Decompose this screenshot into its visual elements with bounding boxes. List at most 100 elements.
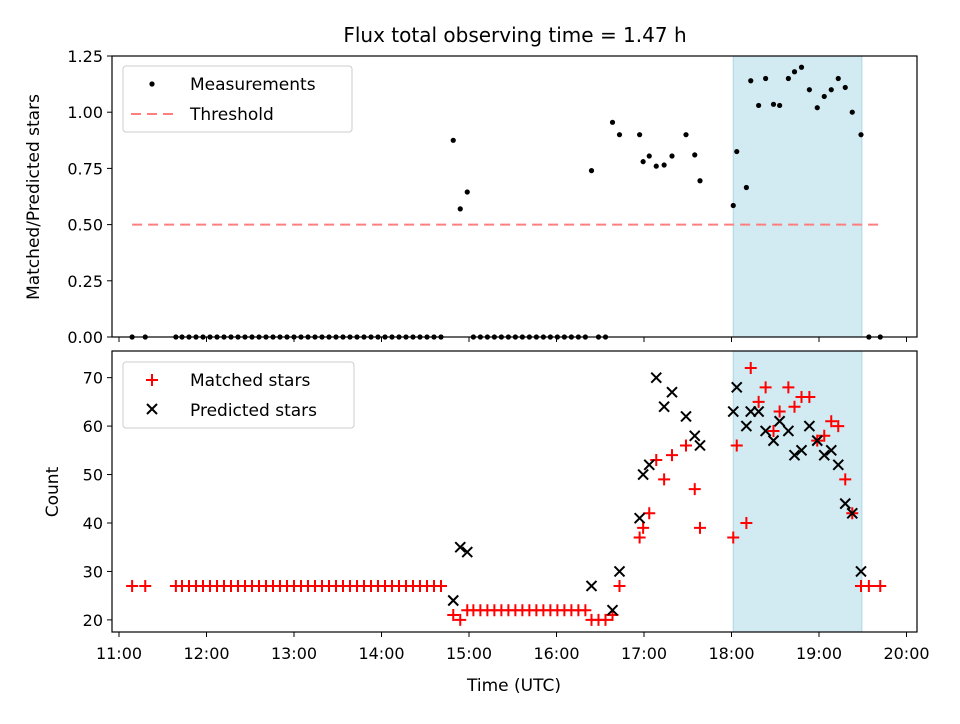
- x-tick-label: 15:00: [446, 644, 492, 663]
- measurement-point: [763, 75, 769, 82]
- x-tick-label: 20:00: [883, 644, 929, 663]
- top-panel: 0.00 0.25 0.50 0.75 1.00 1.25 Matched/Predict…: [24, 47, 918, 347]
- top-shaded-interval: [732, 55, 863, 338]
- matched-star-marker: [874, 579, 887, 592]
- matched-star-marker: [658, 473, 671, 486]
- measurement-point: [653, 163, 659, 169]
- measurement-point: [785, 75, 791, 82]
- y-tick-label: 70: [83, 369, 103, 388]
- matched-star-marker: [650, 454, 663, 467]
- matched-star-marker: [680, 439, 692, 452]
- measurement-point: [588, 168, 595, 174]
- x-axis-label: Time (UTC): [466, 676, 561, 696]
- matched-star-marker: [579, 604, 592, 617]
- measurement-point: [464, 189, 470, 195]
- predicted-star-marker: [447, 594, 459, 607]
- matched-star-marker: [694, 521, 706, 534]
- top-y-ticks: 0.00 0.25 0.50 0.75 1.00 1.25: [67, 47, 112, 347]
- legend-predicted-marker: [146, 403, 158, 415]
- measurement-point: [640, 159, 646, 165]
- predicted-star-marker: [767, 434, 780, 447]
- predicted-markers: [447, 371, 867, 616]
- measurement-point: [637, 132, 643, 138]
- matched-star-marker: [126, 579, 139, 592]
- matched-star-marker: [818, 429, 831, 442]
- predicted-star-marker: [788, 449, 801, 461]
- measurement-point: [849, 109, 855, 115]
- bottom-legend-box: [122, 361, 355, 429]
- matched-star-marker: [139, 579, 152, 592]
- measurement-point: [791, 69, 798, 75]
- y-tick-label: 60: [83, 417, 103, 436]
- measurement-point: [777, 102, 783, 109]
- bottom-legend: Matched stars Predicted stars: [122, 361, 355, 429]
- x-tick-label: 12:00: [183, 644, 229, 663]
- predicted-star-marker: [818, 449, 830, 461]
- predicted-star-marker: [454, 541, 466, 553]
- measurement-point: [756, 102, 762, 109]
- predicted-star-marker: [759, 425, 772, 437]
- legend-measurements-label: Measurements: [190, 75, 316, 95]
- matched-star-marker: [803, 391, 816, 404]
- predicted-star-marker: [633, 512, 646, 524]
- measurement-point: [730, 202, 736, 209]
- measurement-point: [450, 137, 456, 143]
- measurement-point: [683, 132, 689, 138]
- matched-star-marker: [435, 579, 447, 592]
- legend-matched-marker: [146, 374, 158, 386]
- predicted-star-marker: [727, 405, 739, 418]
- x-tick-label: 16:00: [533, 644, 579, 663]
- y-tick-label: 50: [83, 466, 103, 485]
- predicted-star-marker: [585, 580, 598, 592]
- measurement-point: [734, 148, 740, 155]
- top-axes-frame: [111, 55, 918, 338]
- legend-threshold-label: Threshold: [189, 105, 274, 125]
- predicted-star-marker: [855, 565, 867, 578]
- figure-title: Flux total observing time = 1.47 h: [343, 23, 686, 47]
- matched-star-marker: [643, 507, 656, 520]
- predicted-star-marker: [658, 401, 670, 413]
- matched-star-marker: [839, 473, 852, 486]
- predicted-star-marker: [731, 381, 743, 394]
- matched-star-marker: [832, 420, 845, 433]
- matched-star-marker: [599, 613, 612, 626]
- y-tick-label: 1.00: [67, 103, 103, 122]
- predicted-star-marker: [846, 507, 858, 520]
- legend-predicted-label: Predicted stars: [190, 401, 317, 421]
- measurement-point: [835, 75, 841, 82]
- predicted-star-marker: [643, 459, 655, 471]
- x-tick-label: 13:00: [271, 644, 317, 663]
- top-markers: [129, 64, 883, 340]
- measurement-point: [646, 153, 652, 159]
- predicted-star-marker: [803, 420, 816, 432]
- measurement-point: [457, 206, 463, 212]
- matched-star-marker: [773, 405, 786, 418]
- predicted-star-marker: [694, 439, 706, 452]
- matched-star-marker: [730, 439, 743, 452]
- legend-measurement-marker: [149, 81, 155, 87]
- x-tick-label: 19:00: [796, 644, 842, 663]
- measurement-point: [669, 153, 675, 159]
- bottom-y-axis-label: Count: [43, 466, 63, 517]
- predicted-star-marker: [825, 444, 837, 457]
- matched-star-marker: [688, 483, 701, 496]
- bottom-y-ticks: 20 30 40 50 60 70: [83, 369, 112, 630]
- x-tick-label: 17:00: [621, 644, 667, 663]
- measurement-point: [814, 105, 820, 111]
- predicted-star-marker: [811, 434, 823, 447]
- predicted-star-marker: [782, 425, 795, 437]
- predicted-star-marker: [773, 415, 786, 427]
- predicted-star-marker: [606, 604, 619, 616]
- x-tick-label: 11:00: [96, 644, 142, 663]
- matched-star-marker: [447, 609, 460, 622]
- measurement-point: [697, 178, 703, 184]
- predicted-star-marker: [795, 444, 808, 457]
- matched-star-marker: [759, 381, 772, 394]
- matched-star-marker: [740, 516, 753, 529]
- predicted-star-marker: [740, 420, 753, 432]
- predicted-star-marker: [680, 410, 692, 423]
- measurement-point: [858, 132, 864, 138]
- y-tick-label: 30: [83, 562, 103, 581]
- matched-star-marker: [744, 361, 757, 374]
- measurement-point: [770, 101, 777, 107]
